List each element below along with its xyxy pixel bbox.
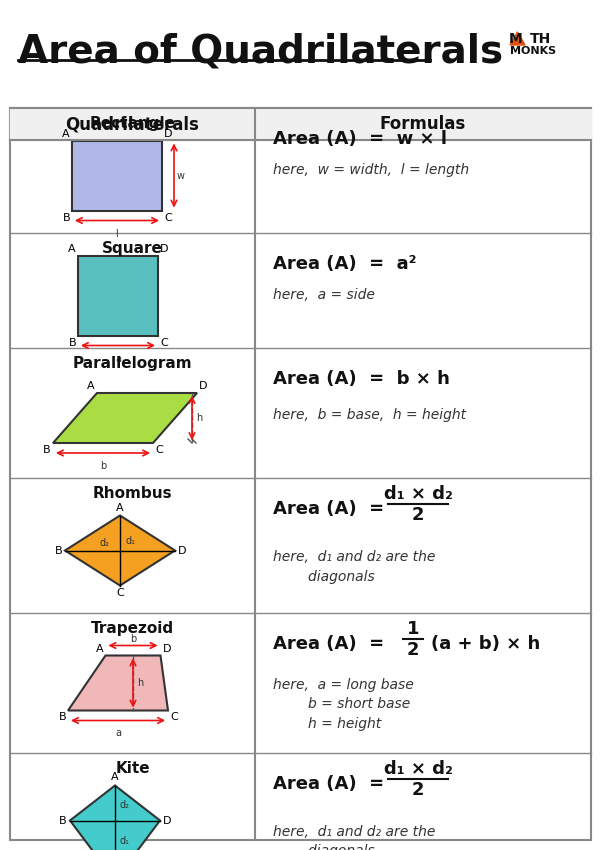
Text: Rhombus: Rhombus — [93, 486, 172, 501]
Text: 2: 2 — [412, 506, 424, 524]
Text: Area (A)  =  a²: Area (A) = a² — [273, 255, 416, 273]
Text: B: B — [58, 712, 66, 722]
Text: D: D — [160, 243, 168, 253]
Text: Area of Quadrilaterals: Area of Quadrilaterals — [18, 32, 503, 70]
Text: Area (A)  =: Area (A) = — [273, 635, 384, 653]
Text: d₂: d₂ — [100, 537, 110, 547]
Text: A: A — [63, 128, 70, 139]
Text: D: D — [164, 128, 172, 139]
Text: l: l — [115, 229, 118, 239]
Text: C: C — [160, 337, 168, 348]
Text: M: M — [509, 32, 523, 46]
Text: d₂: d₂ — [120, 801, 130, 811]
Text: Area (A)  =  b × h: Area (A) = b × h — [273, 370, 450, 388]
Text: b: b — [130, 633, 136, 643]
Text: b: b — [100, 461, 106, 471]
Text: Parallelogram: Parallelogram — [73, 356, 192, 371]
Text: h: h — [137, 678, 143, 688]
Text: A: A — [69, 243, 76, 253]
Text: Kite: Kite — [115, 761, 150, 776]
Text: Area (A)  =: Area (A) = — [273, 775, 384, 793]
Text: Trapezoid: Trapezoid — [91, 621, 174, 636]
Polygon shape — [70, 785, 160, 850]
Text: here,  d₁ and d₂ are the
        diagonals: here, d₁ and d₂ are the diagonals — [273, 825, 435, 850]
Text: 2: 2 — [407, 641, 419, 659]
Text: B: B — [69, 337, 76, 348]
Text: here,  a = long base
        b = short base
        h = height: here, a = long base b = short base h = h… — [273, 678, 413, 731]
Text: 2: 2 — [412, 781, 424, 799]
Text: B: B — [54, 546, 62, 556]
Text: here,  w = width,  l = length: here, w = width, l = length — [273, 163, 469, 177]
Text: B: B — [59, 815, 67, 825]
Text: Area (A)  =  w × l: Area (A) = w × l — [273, 130, 447, 148]
Text: h: h — [196, 413, 203, 423]
Text: C: C — [164, 212, 172, 223]
Text: w: w — [177, 171, 185, 180]
Text: d₁ × d₂: d₁ × d₂ — [383, 760, 453, 778]
Text: here,  b = base,  h = height: here, b = base, h = height — [273, 408, 466, 422]
Text: Square: Square — [102, 241, 163, 256]
Text: d₁: d₁ — [120, 836, 130, 846]
Text: D: D — [199, 381, 207, 391]
Text: d₁ × d₂: d₁ × d₂ — [383, 485, 453, 503]
Polygon shape — [53, 393, 197, 443]
Text: TH: TH — [530, 32, 551, 46]
Text: 1: 1 — [407, 620, 419, 638]
Text: Quadrilaterals: Quadrilaterals — [66, 115, 200, 133]
Polygon shape — [68, 655, 168, 711]
Text: A: A — [87, 381, 95, 391]
Text: D: D — [162, 643, 171, 654]
Text: (a + b) × h: (a + b) × h — [431, 635, 540, 653]
Text: A: A — [116, 502, 124, 513]
Text: D: D — [163, 815, 171, 825]
FancyBboxPatch shape — [78, 256, 158, 336]
Text: here,  d₁ and d₂ are the
        diagonals: here, d₁ and d₂ are the diagonals — [273, 550, 435, 583]
Text: B: B — [43, 445, 51, 455]
Text: Formulas: Formulas — [380, 115, 466, 133]
Text: here,  a = side: here, a = side — [273, 288, 375, 302]
Text: B: B — [63, 212, 70, 223]
Text: D: D — [178, 546, 186, 556]
Text: a: a — [115, 728, 121, 739]
Text: A: A — [96, 643, 103, 654]
Text: d₁: d₁ — [125, 536, 135, 546]
Text: a: a — [115, 354, 121, 364]
Polygon shape — [65, 515, 175, 586]
Text: A: A — [111, 773, 119, 783]
Text: Area (A)  =: Area (A) = — [273, 500, 384, 518]
Text: MONKS: MONKS — [510, 46, 556, 56]
Text: C: C — [155, 445, 163, 455]
FancyBboxPatch shape — [72, 140, 162, 211]
Polygon shape — [510, 32, 525, 45]
Text: Rectangle: Rectangle — [90, 116, 175, 131]
Text: C: C — [170, 712, 178, 722]
Text: C: C — [116, 588, 124, 598]
